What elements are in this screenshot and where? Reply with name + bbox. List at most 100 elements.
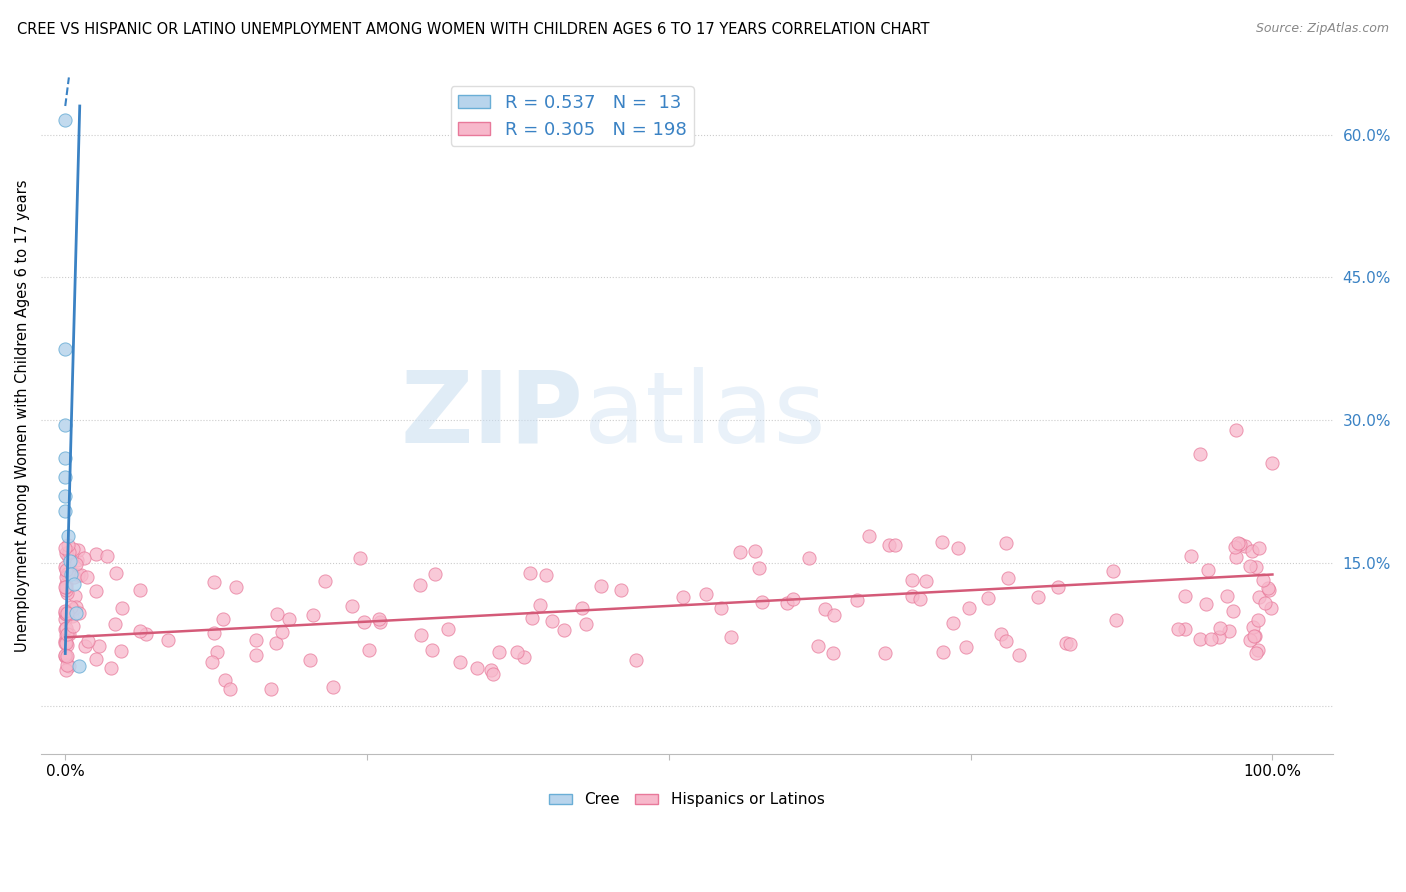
Point xyxy=(53,648,76,662)
Point xyxy=(1233,539,1256,553)
Point xyxy=(776,596,799,610)
Legend: Cree, Hispanics or Latinos: Cree, Hispanics or Latinos xyxy=(543,786,831,814)
Point xyxy=(104,566,127,581)
Point xyxy=(529,598,551,612)
Point xyxy=(359,643,381,657)
Point xyxy=(1253,573,1275,587)
Point xyxy=(302,607,325,622)
Point xyxy=(879,538,901,552)
Point xyxy=(479,663,502,677)
Point xyxy=(70,567,93,582)
Point xyxy=(100,661,122,675)
Point xyxy=(58,659,80,673)
Point xyxy=(62,602,84,616)
Point xyxy=(1247,613,1270,627)
Point xyxy=(340,599,363,614)
Point xyxy=(53,470,76,484)
Point xyxy=(65,558,87,572)
Point xyxy=(67,659,90,673)
Point xyxy=(271,625,294,640)
Point xyxy=(748,561,770,575)
Point xyxy=(846,592,869,607)
Text: ZIP: ZIP xyxy=(401,367,583,464)
Point xyxy=(55,570,77,584)
Point xyxy=(782,591,804,606)
Point xyxy=(1244,559,1267,574)
Point xyxy=(425,567,447,582)
Point xyxy=(55,636,77,650)
Point xyxy=(1246,646,1268,660)
Point xyxy=(823,608,845,623)
Point xyxy=(519,566,541,581)
Point xyxy=(942,615,965,630)
Point xyxy=(513,650,536,665)
Point xyxy=(465,661,488,675)
Point xyxy=(58,549,80,563)
Point xyxy=(368,615,391,629)
Point xyxy=(875,646,897,660)
Point xyxy=(728,545,751,559)
Point xyxy=(58,567,80,582)
Point xyxy=(1208,630,1230,644)
Y-axis label: Unemployment Among Women with Children Ages 6 to 17 years: Unemployment Among Women with Children A… xyxy=(15,179,30,652)
Point xyxy=(409,578,432,592)
Point xyxy=(202,574,225,589)
Point xyxy=(1059,637,1081,651)
Point xyxy=(225,580,247,594)
Point xyxy=(1105,613,1128,627)
Point xyxy=(506,644,529,658)
Point xyxy=(482,667,505,681)
Point xyxy=(575,617,598,632)
Point xyxy=(349,551,371,566)
Point xyxy=(157,632,180,647)
Point xyxy=(931,645,953,659)
Point xyxy=(536,568,558,582)
Point xyxy=(553,623,575,637)
Point xyxy=(53,634,76,648)
Point xyxy=(65,599,87,614)
Point xyxy=(277,612,299,626)
Point xyxy=(56,606,79,620)
Point xyxy=(1188,446,1211,460)
Point xyxy=(55,607,77,622)
Point xyxy=(55,559,77,574)
Point xyxy=(66,553,89,567)
Point xyxy=(883,538,905,552)
Point xyxy=(368,612,391,626)
Point xyxy=(1199,632,1222,646)
Point xyxy=(931,535,953,549)
Point xyxy=(409,628,432,642)
Point xyxy=(1239,632,1261,647)
Point xyxy=(1241,544,1264,558)
Point xyxy=(1247,642,1270,657)
Point xyxy=(1243,629,1265,643)
Point xyxy=(75,639,97,653)
Point xyxy=(56,529,79,543)
Point xyxy=(1197,563,1219,577)
Point xyxy=(1026,591,1049,605)
Point xyxy=(1258,583,1281,598)
Point xyxy=(571,601,593,615)
Point xyxy=(1195,598,1218,612)
Point xyxy=(245,648,267,663)
Point xyxy=(62,542,84,557)
Point xyxy=(709,601,731,615)
Point xyxy=(56,567,79,582)
Point xyxy=(58,627,80,641)
Point xyxy=(908,591,931,606)
Point xyxy=(53,113,76,128)
Point xyxy=(299,653,322,667)
Point xyxy=(63,569,86,583)
Text: Source: ZipAtlas.com: Source: ZipAtlas.com xyxy=(1256,22,1389,36)
Point xyxy=(591,578,613,592)
Point xyxy=(744,544,766,558)
Point xyxy=(65,606,87,620)
Point xyxy=(488,645,510,659)
Point xyxy=(751,595,773,609)
Point xyxy=(990,626,1012,640)
Point xyxy=(56,639,79,653)
Point xyxy=(53,504,76,518)
Point xyxy=(806,639,828,653)
Point xyxy=(1247,590,1270,604)
Point xyxy=(202,626,225,640)
